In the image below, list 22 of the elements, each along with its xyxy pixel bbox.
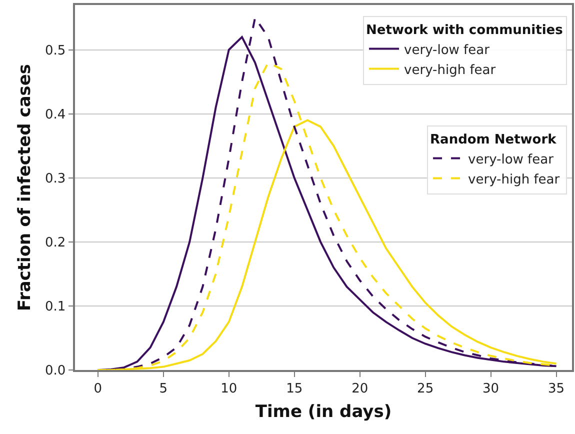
x-tick-label: 0 — [94, 381, 102, 396]
y-axis-title: Fraction of infected cases — [15, 64, 36, 312]
x-tick-label: 25 — [417, 381, 434, 396]
text: Network with communities — [366, 22, 563, 38]
legend-label: very-low fear — [468, 152, 554, 168]
text: Random Network — [430, 132, 556, 148]
x-tick-label: 15 — [286, 381, 303, 396]
legend-label: very-high fear — [468, 172, 560, 188]
x-tick-label: 10 — [220, 381, 238, 396]
y-tick-label: 0.0 — [44, 364, 66, 379]
y-tick-label: 0.2 — [44, 235, 66, 250]
y-tick-label: 0.5 — [44, 43, 66, 58]
x-tick-label: 30 — [482, 381, 500, 396]
y-tick-label: 0.3 — [44, 171, 66, 186]
y-tick-label: 0.1 — [44, 300, 66, 315]
legend-label: very-high fear — [404, 62, 496, 78]
y-tick-label: 0.4 — [44, 107, 66, 122]
x-axis-title: Time (in days) — [255, 402, 392, 422]
x-tick-label: 20 — [352, 381, 368, 396]
x-tick-label: 5 — [159, 381, 168, 396]
legend-label: very-low fear — [404, 42, 490, 58]
x-tick-label: 35 — [548, 381, 565, 396]
